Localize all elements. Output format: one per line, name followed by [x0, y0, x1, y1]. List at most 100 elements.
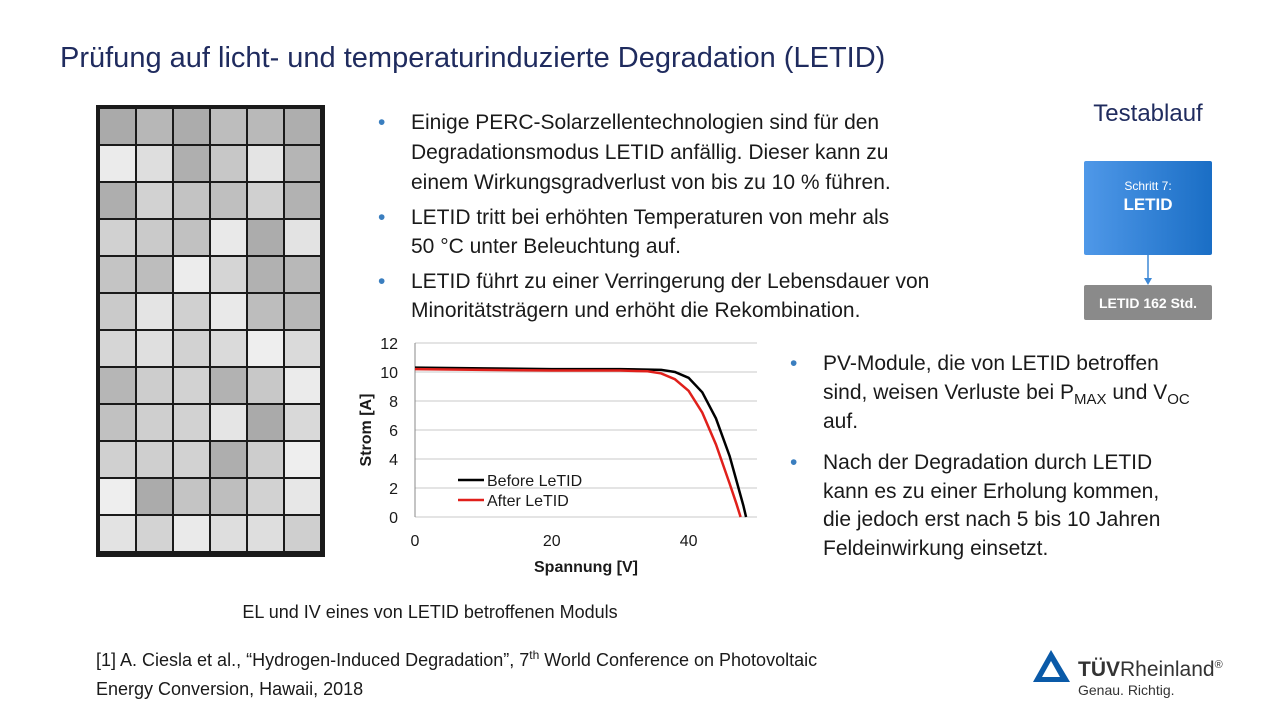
cell [174, 405, 209, 440]
bullet-line: Einige PERC-Solarzellentechnologien sind… [411, 111, 879, 134]
logo: TÜVRheinland® Genau. Richtig. [1033, 650, 1223, 698]
text-run: [1] A. Ciesla et al., “Hydrogen-Induced … [96, 650, 529, 670]
bullet-line: einem Wirkungsgradverlust von bis zu 10 … [411, 171, 891, 194]
test-flow: Testablauf Schritt 7: LETID LETID 162 St… [1084, 100, 1212, 320]
text-run: World Conference on Photovoltaic [539, 650, 817, 670]
cell [248, 183, 283, 218]
cell [248, 109, 283, 144]
cell [100, 109, 135, 144]
bullet-line: LETID tritt bei erhöhten Temperaturen vo… [411, 206, 889, 229]
cell [137, 109, 172, 144]
cell [211, 442, 246, 477]
cell [248, 146, 283, 181]
text-run: sind, weisen Verluste bei P [823, 381, 1074, 404]
cell [211, 368, 246, 403]
cell [248, 442, 283, 477]
cell [248, 516, 283, 551]
cell [174, 516, 209, 551]
cell [248, 331, 283, 366]
cell [174, 109, 209, 144]
bullet-dot: • [378, 270, 385, 293]
cell [137, 257, 172, 292]
cell [285, 109, 320, 144]
cell [174, 146, 209, 181]
bullet-line: Nach der Degradation durch LETID [823, 451, 1152, 474]
cell [248, 479, 283, 514]
duration: LETID 162 Std. [1099, 295, 1197, 311]
cell [137, 442, 172, 477]
cell [248, 368, 283, 403]
y-tick-label: 10 [380, 365, 398, 382]
cell [137, 516, 172, 551]
legend-label: After LeTID [487, 493, 569, 510]
subscript: MAX [1074, 391, 1107, 408]
cell [100, 183, 135, 218]
cell [137, 294, 172, 329]
cell [174, 257, 209, 292]
x-axis-title: Spannung [V] [534, 559, 638, 576]
cell [285, 146, 320, 181]
cell [100, 331, 135, 366]
cell [137, 405, 172, 440]
cell [211, 146, 246, 181]
cell [211, 516, 246, 551]
bullet-line: PV-Module, die von LETID betroffen [823, 352, 1159, 375]
y-tick-label: 8 [389, 394, 398, 411]
subscript: OC [1167, 391, 1190, 408]
step-box [1084, 161, 1212, 255]
cell [174, 183, 209, 218]
brand-name: Rheinland [1120, 658, 1215, 681]
cell [100, 368, 135, 403]
slogan: Genau. Richtig. [1078, 682, 1175, 698]
cell [137, 220, 172, 255]
cell [137, 368, 172, 403]
x-tick-label: 20 [543, 533, 561, 550]
series-line [414, 366, 748, 518]
logo-mark [1042, 661, 1060, 677]
y-axis-title: Strom [A] [358, 394, 375, 467]
cell [211, 109, 246, 144]
bullet-list: • Einige PERC-Solarzellentechnologien si… [378, 111, 929, 322]
registered: ® [1215, 659, 1223, 671]
x-tick-label: 40 [680, 533, 698, 550]
y-tick-label: 12 [380, 336, 398, 353]
cell [285, 516, 320, 551]
bullet-dot: • [378, 206, 385, 229]
arrow-head [1144, 278, 1152, 285]
bullet-dot: • [790, 352, 797, 375]
iv-chart: 0 2 4 6 8 10 12 0 20 40 Spannung [V] Strom [A] Befor… [358, 336, 757, 576]
bullet-line: Feldeinwirkung einsetzt. [823, 537, 1048, 560]
cell [285, 405, 320, 440]
cell [285, 479, 320, 514]
legend-label: Before LeTID [487, 473, 582, 490]
cell [137, 479, 172, 514]
series-line [414, 367, 742, 518]
bullet-line: Minoritätsträgern und erhöht die Rekombi… [411, 299, 860, 322]
x-tick-label: 0 [411, 533, 420, 550]
cell [174, 479, 209, 514]
brand: TÜVRheinland® [1078, 658, 1223, 681]
cell [248, 257, 283, 292]
reference: [1] A. Ciesla et al., “Hydrogen-Induced … [96, 648, 817, 670]
cell [100, 220, 135, 255]
flow-heading: Testablauf [1093, 100, 1203, 127]
cell [285, 368, 320, 403]
cell [174, 294, 209, 329]
cell [211, 257, 246, 292]
y-tick-label: 4 [389, 452, 398, 469]
cell [211, 220, 246, 255]
duration-box [1084, 285, 1212, 320]
step-label: Schritt 7: [1124, 179, 1171, 193]
cell [100, 516, 135, 551]
bullet-dot: • [378, 111, 385, 134]
cell [137, 183, 172, 218]
cell [100, 442, 135, 477]
step-name: LETID [1123, 195, 1172, 214]
cell [174, 220, 209, 255]
bullet-line: sind, weisen Verluste bei PMAX und VOC [823, 381, 1190, 408]
cell [211, 183, 246, 218]
cell [174, 331, 209, 366]
cell [285, 220, 320, 255]
cell [211, 405, 246, 440]
